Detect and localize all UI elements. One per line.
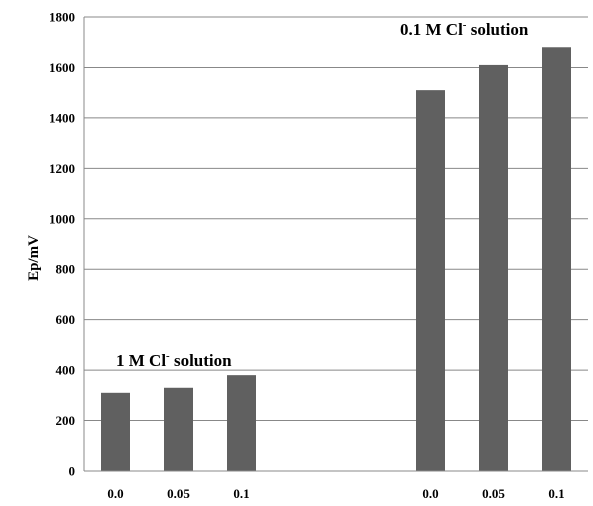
y-tick-label: 1600: [49, 60, 75, 75]
y-tick-label: 800: [56, 262, 76, 277]
bar: [101, 392, 130, 471]
y-tick-labels: 0 200 400 600 800 1000 1200 1400 1600 1800: [49, 10, 75, 479]
bar: [479, 64, 508, 471]
y-tick-label: 0: [69, 464, 76, 479]
y-tick-label: 400: [56, 363, 76, 378]
x-tick-label: 0.05: [482, 486, 505, 501]
y-tick-label: 1200: [49, 161, 75, 176]
y-tick-label: 1400: [49, 110, 75, 125]
bar: [542, 47, 571, 472]
x-tick-labels: 0.0 0.05 0.1 0.0 0.05 0.1: [107, 486, 564, 501]
y-tick-label: 1000: [49, 211, 75, 226]
x-tick-label: 0.0: [107, 486, 123, 501]
bar: [416, 90, 445, 472]
y-axis-label: Ep/mV: [26, 235, 42, 281]
y-tick-label: 200: [56, 413, 76, 428]
bar: [164, 387, 193, 471]
x-tick-label: 0.1: [548, 486, 564, 501]
bars: [101, 47, 571, 472]
x-tick-label: 0.05: [167, 486, 190, 501]
y-tick-label: 1800: [49, 10, 75, 25]
x-tick-label: 0.0: [422, 486, 438, 501]
y-tick-label: 600: [56, 312, 76, 327]
x-tick-label: 0.1: [233, 486, 249, 501]
annotation-right: 0.1 M Cl- solution: [400, 19, 529, 39]
bar: [227, 375, 256, 471]
gridlines: [84, 16, 588, 422]
annotation-left: 1 M Cl- solution: [116, 350, 232, 370]
